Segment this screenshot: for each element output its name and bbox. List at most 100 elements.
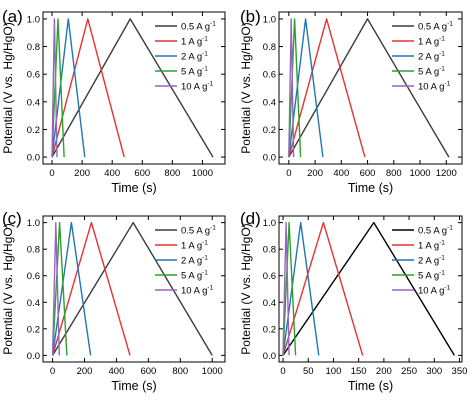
x-tick-label: 600: [360, 168, 376, 179]
y-tick-label: 0.4: [27, 97, 40, 108]
y-tick-label: 0.4: [263, 97, 276, 108]
x-tick-label: 800: [164, 168, 180, 179]
x-tick-label: 0: [280, 366, 285, 377]
y-tick-label: 0.2: [263, 324, 276, 335]
y-tick-label: 1.0: [27, 218, 40, 229]
y-tick-label: 0.8: [263, 245, 276, 256]
series-line: [51, 18, 86, 158]
y-tick-label: 0.4: [27, 298, 40, 309]
y-tick-label: 0.6: [27, 70, 40, 81]
series-line: [288, 18, 366, 158]
x-tick-label: 0: [49, 168, 54, 179]
plot-frame: [42, 11, 226, 165]
series-line: [51, 221, 60, 356]
y-tick-label: 0.6: [263, 271, 276, 282]
panel-label: (b): [240, 7, 261, 26]
legend-label: 10 A g-1: [181, 285, 214, 297]
series-line: [51, 221, 68, 356]
x-tick-label: 800: [386, 168, 402, 179]
legend-label: 2 A g-1: [181, 255, 208, 267]
legend-label: 1 A g-1: [181, 240, 208, 252]
panel-3: (c) 0 200 400 600 800 1000 0.0 0.2 0.4 0.6 0.8 1.0 Ti…: [1, 209, 226, 393]
panel-1: (a) 0 200 400 600 800 1000 0.0 0.2 0.4 0.6 0.8 1.0 Ti…: [1, 7, 226, 195]
x-tick-label: 50: [303, 366, 314, 377]
plot-frame: [278, 215, 463, 363]
x-axis-label: Time (s): [348, 379, 393, 393]
legend-label: 10 A g-1: [418, 285, 451, 297]
plot-frame: [42, 215, 226, 363]
legend-label: 0.5 A g-1: [181, 225, 216, 237]
x-tick-label: 200: [74, 168, 90, 179]
y-tick-label: 0.8: [263, 42, 276, 53]
y-tick-label: 0.4: [263, 298, 276, 309]
y-axis-label: Potential (V vs. Hg/HgO): [239, 223, 253, 354]
legend-label: 5 A g-1: [181, 66, 208, 78]
x-tick-label: 100: [326, 366, 342, 377]
plot-frame: [278, 11, 463, 165]
x-tick-label: 600: [140, 366, 156, 377]
legend-label: 2 A g-1: [418, 255, 445, 267]
y-tick-label: 1.0: [27, 14, 40, 25]
series-line: [51, 221, 92, 356]
y-tick-label: 0.2: [263, 125, 276, 136]
series-line: [51, 18, 65, 158]
y-tick-label: 0.0: [263, 153, 276, 164]
legend-label: 10 A g-1: [181, 81, 214, 93]
series-line: [288, 18, 302, 158]
legend-label: 5 A g-1: [418, 66, 445, 78]
legend-label: 5 A g-1: [418, 270, 445, 282]
y-axis-label: Potential (V vs. Hg/HgO): [1, 223, 15, 354]
x-tick-label: 0: [286, 168, 291, 179]
series-line: [51, 18, 214, 158]
y-tick-label: 0.8: [27, 42, 40, 53]
panel-2: (b) 0 200 400 600 800 1000 1200 0.0 0.2 0.4 0.6 0.8 1…: [239, 7, 463, 195]
legend-label: 1 A g-1: [418, 240, 445, 252]
series-line: [282, 221, 290, 356]
x-tick-label: 200: [77, 366, 93, 377]
y-tick-label: 1.0: [263, 218, 276, 229]
x-tick-label: 200: [376, 366, 392, 377]
series-line: [288, 18, 295, 158]
y-tick-label: 0.0: [263, 351, 276, 362]
legend-label: 5 A g-1: [181, 270, 208, 282]
legend-label: 0.5 A g-1: [418, 21, 453, 33]
x-tick-label: 350: [452, 366, 468, 377]
legend-label: 0.5 A g-1: [418, 225, 453, 237]
legend-label: 1 A g-1: [181, 36, 208, 48]
x-axis-label: Time (s): [111, 181, 156, 195]
x-tick-label: 0: [50, 366, 55, 377]
x-tick-label: 150: [351, 366, 367, 377]
series-line: [52, 221, 213, 356]
series-line: [282, 221, 320, 356]
panel-label: (c): [2, 209, 22, 228]
x-tick-label: 1200: [436, 168, 457, 179]
x-tick-label: 600: [134, 168, 150, 179]
y-tick-label: 0.8: [27, 245, 40, 256]
x-tick-label: 1000: [202, 366, 223, 377]
x-tick-label: 200: [307, 168, 323, 179]
y-tick-label: 0.6: [27, 271, 40, 282]
y-tick-label: 0.2: [27, 125, 40, 136]
y-tick-label: 0.6: [263, 70, 276, 81]
x-tick-label: 1000: [192, 168, 213, 179]
x-tick-label: 400: [109, 366, 125, 377]
x-tick-label: 400: [104, 168, 120, 179]
legend-label: 10 A g-1: [418, 81, 451, 93]
series-line: [282, 221, 364, 356]
series-line: [282, 221, 297, 356]
x-axis-label: Time (s): [111, 379, 156, 393]
x-tick-label: 400: [333, 168, 349, 179]
y-tick-label: 0.0: [27, 153, 40, 164]
series-line: [288, 18, 324, 158]
series-line: [288, 18, 450, 158]
legend-label: 0.5 A g-1: [181, 21, 216, 33]
legend-label: 1 A g-1: [418, 36, 445, 48]
series-line: [51, 18, 125, 158]
x-tick-label: 300: [426, 366, 442, 377]
series-line: [51, 18, 58, 158]
x-tick-label: 1000: [409, 168, 430, 179]
legend-label: 2 A g-1: [181, 51, 208, 63]
legend-label: 2 A g-1: [418, 51, 445, 63]
panel-label: (d): [240, 209, 261, 228]
panel-4: (d) 0 50 100 150 200 250 300 350 0.0 0.2 0.4 0.6 0.8 1…: [239, 209, 467, 393]
